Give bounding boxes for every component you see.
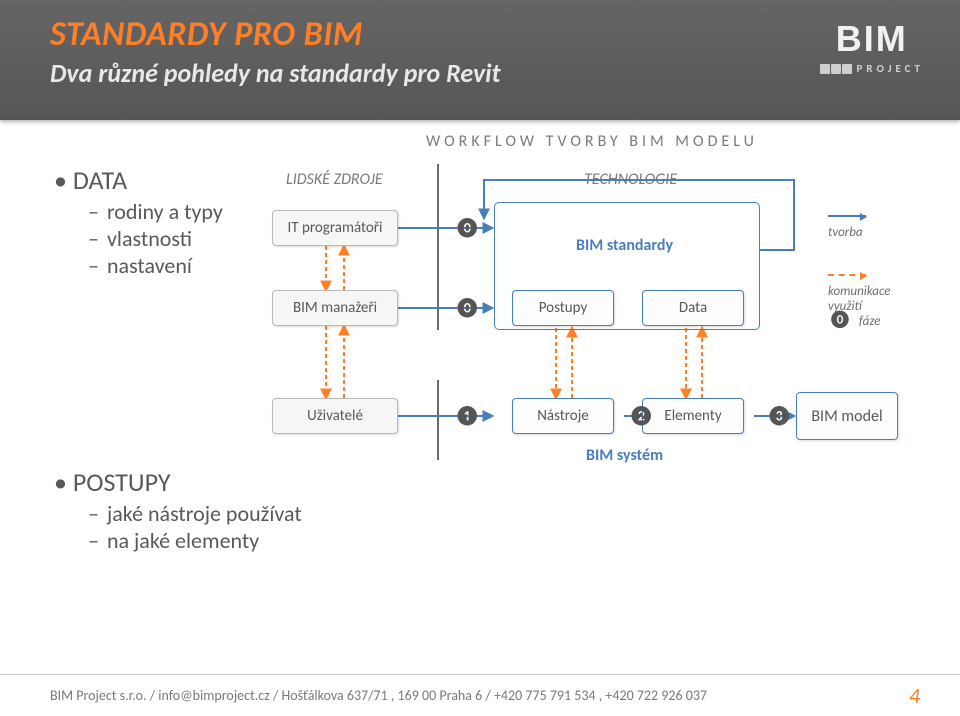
phase-zero-icon: ⓿ (454, 216, 481, 240)
bullet-postupy-item: na jaké elementy (88, 527, 302, 554)
legend-tvorba: tvorba (828, 208, 866, 240)
box-bim-manazeri: BIM manažeři (272, 290, 398, 326)
col-right-label: TECHNOLOGIE (584, 170, 677, 189)
legend-faze: ⓿ fáze (828, 308, 881, 330)
box-postupy: Postupy (512, 290, 614, 326)
group-bim-system-label: BIM systém (586, 446, 663, 465)
page-number: 4 (909, 682, 920, 709)
slide-content: DATA rodiny a typy vlastnosti nastavení … (54, 140, 914, 646)
box-bim-model: BIM model (796, 392, 898, 440)
bullet-data-item: nastavení (88, 252, 223, 279)
slide-subtitle: Dva různé pohledy na standardy pro Revit (50, 57, 501, 89)
box-uzivatele: Uživatelé (272, 398, 398, 434)
col-left-label: LIDSKÉ ZDROJE (286, 170, 383, 189)
footer-text: BIM Project s.r.o. / info@bimproject.cz … (50, 687, 707, 704)
box-elementy: Elementy (642, 398, 744, 434)
group-bim-standardy (494, 202, 760, 330)
logo-square-icon (831, 64, 841, 74)
box-it-programatori: IT programátoři (272, 210, 398, 246)
box-data: Data (642, 290, 744, 326)
group-bim-standardy-label: BIM standardy (576, 236, 673, 255)
header-bar: STANDARDY PRO BIM Dva různé pohledy na s… (0, 0, 960, 120)
bullet-postupy: POSTUPY (54, 466, 171, 498)
logo-sub: PROJECT (857, 62, 924, 75)
logo-main: BIM (836, 18, 908, 60)
phase-three-icon: ❸ (766, 404, 793, 428)
arrow-solid-icon (828, 215, 866, 217)
phase-zero-icon: ⓿ (454, 296, 481, 320)
logo-square-icon (820, 64, 830, 74)
arrow-dashed-icon (828, 274, 866, 276)
bullet-postupy-item: jaké nástroje používat (88, 500, 302, 527)
bullet-data-item: vlastnosti (88, 225, 223, 252)
phase-two-icon: ❷ (628, 404, 655, 428)
logo: BIM PROJECT (820, 18, 924, 75)
bullet-data-item: rodiny a typy (88, 198, 223, 225)
phase-one-icon: ❶ (454, 404, 481, 428)
legend-komunikace: komunikace využití (828, 252, 890, 329)
logo-square-icon (842, 64, 852, 74)
box-nastroje: Nástroje (512, 398, 614, 434)
footer: BIM Project s.r.o. / info@bimproject.cz … (0, 674, 960, 716)
bullet-data: DATA (54, 164, 127, 196)
slide-title: STANDARDY PRO BIM (50, 14, 501, 55)
diagram-title: WORKFLOW TVORBY BIM MODELU (426, 132, 758, 151)
